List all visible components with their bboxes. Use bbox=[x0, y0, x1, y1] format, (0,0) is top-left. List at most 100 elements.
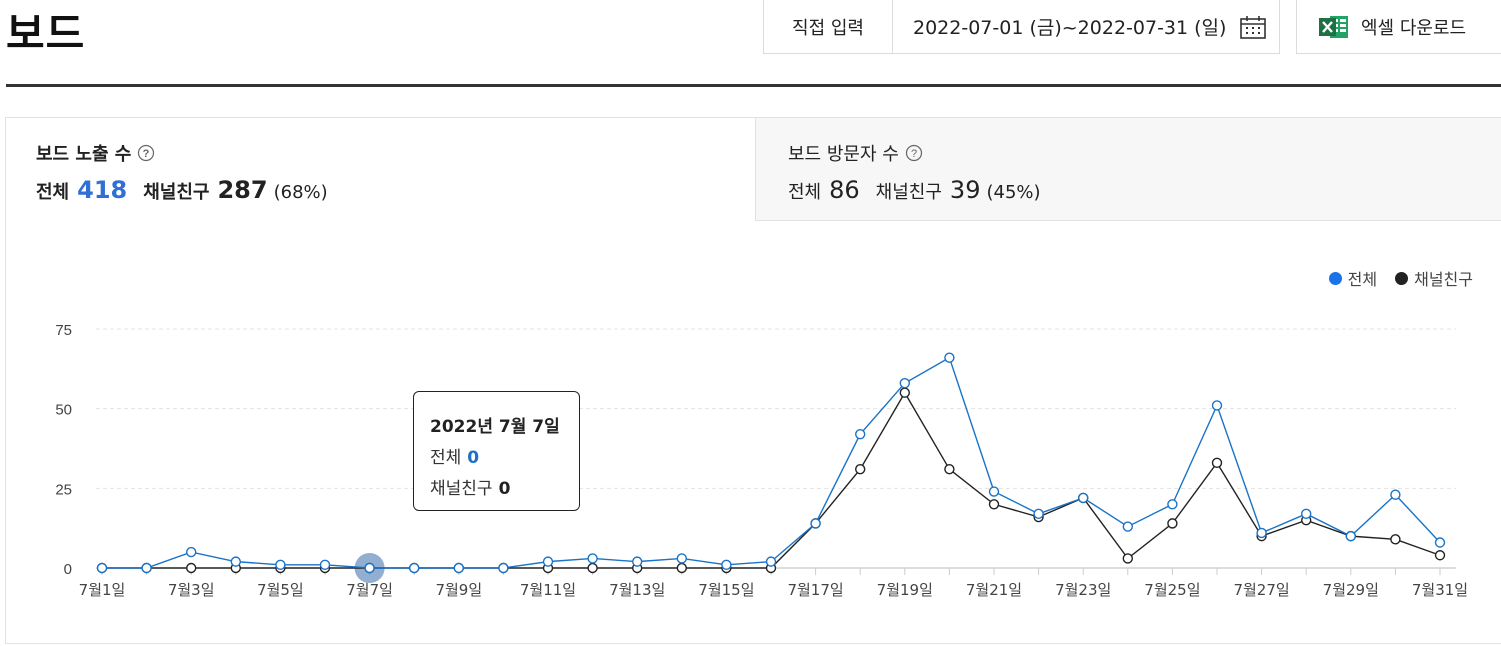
date-range-picker[interactable]: 2022-07-01 (금)~2022-07-31 (일) bbox=[893, 0, 1279, 53]
x-tick-label: 7월9일 bbox=[435, 581, 482, 599]
excel-download-label: 엑셀 다운로드 bbox=[1361, 17, 1467, 39]
exposure-friends-value: 287 bbox=[217, 176, 268, 204]
x-tick-label: 7월13일 bbox=[609, 581, 665, 599]
data-point-friends bbox=[676, 562, 687, 574]
data-point-total bbox=[1345, 530, 1357, 542]
data-point-friends bbox=[899, 387, 910, 398]
x-tick-label: 7월15일 bbox=[698, 581, 754, 599]
page-title: 보드 bbox=[6, 9, 86, 58]
legend-item-total[interactable]: 전체 bbox=[1328, 266, 1378, 290]
chart-tooltip: 2022년 7월 7일 전체 0 채널친구 0 bbox=[413, 391, 580, 511]
data-point-total bbox=[765, 556, 777, 567]
tooltip-friends-label: 채널친구 bbox=[430, 479, 493, 499]
data-point-friends bbox=[944, 464, 955, 475]
visitors-total-value: 86 bbox=[829, 176, 860, 204]
visitors-friends-value: 39 bbox=[949, 176, 981, 204]
data-point-total bbox=[498, 562, 509, 574]
data-point-total bbox=[1167, 499, 1178, 510]
x-tick-label: 7월29일 bbox=[1323, 581, 1379, 599]
legend-item-friends[interactable]: 채널친구 bbox=[1395, 266, 1473, 290]
x-tick-label: 7월25일 bbox=[1144, 581, 1200, 599]
tooltip-total-value: 0 bbox=[467, 448, 480, 468]
calendar-icon[interactable] bbox=[1240, 15, 1267, 39]
data-point-friends bbox=[1167, 518, 1178, 529]
visitors-total-label: 전체 bbox=[788, 182, 822, 203]
series-line-total bbox=[102, 356, 1441, 569]
visitors-title: 보드 방문자 수 ? bbox=[788, 140, 923, 166]
line-chart: 0 25 50 75 7월1일 7월3일 7월5일 7월7일 7월9일 7월11일 7월13일 7월1… bbox=[55, 322, 1468, 599]
data-point-total bbox=[855, 428, 866, 440]
x-tick-label: 7월27일 bbox=[1233, 581, 1289, 599]
data-point-total bbox=[1122, 521, 1134, 532]
data-point-friends bbox=[185, 562, 197, 574]
header-divider bbox=[6, 84, 1501, 87]
data-point-total bbox=[676, 553, 687, 564]
y-tick-label: 75 bbox=[55, 322, 72, 339]
data-point-friends bbox=[1122, 553, 1134, 564]
visitors-values: 전체 86 채널친구 39 (45%) bbox=[788, 176, 1041, 204]
stats-panel: 보드 노출 수 ? 전체 418 채널친구 287 (68%) 보드 방문자 수… bbox=[5, 117, 1501, 644]
svg-text:?: ? bbox=[911, 148, 917, 160]
legend-label-friends: 채널친구 bbox=[1414, 270, 1473, 289]
data-point-total bbox=[230, 556, 242, 567]
x-tick-label: 7월23일 bbox=[1055, 581, 1111, 599]
help-icon[interactable]: ? bbox=[905, 144, 923, 162]
data-point-total bbox=[810, 518, 821, 529]
data-point-total bbox=[1256, 527, 1267, 539]
exposure-friends-label: 채널친구 bbox=[143, 182, 210, 203]
y-tick-label: 25 bbox=[55, 481, 72, 498]
tooltip-friends-value: 0 bbox=[498, 479, 511, 499]
data-point-total bbox=[587, 553, 598, 564]
data-point-total bbox=[1033, 508, 1044, 520]
toolbar: 직접 입력 2022-07-01 (금)~2022-07-31 (일) bbox=[763, 0, 1501, 54]
date-range-text: 2022-07-01 (금)~2022-07-31 (일) bbox=[913, 17, 1227, 39]
data-point-total bbox=[1211, 400, 1223, 411]
data-point-total bbox=[364, 562, 375, 574]
visitors-friends-label: 채널친구 bbox=[875, 182, 942, 203]
data-point-friends bbox=[855, 464, 866, 475]
x-tick-label: 7월1일 bbox=[79, 581, 126, 599]
data-point-total bbox=[185, 546, 197, 558]
exposure-friends-percent: (68%) bbox=[273, 182, 328, 203]
exposure-title-text: 보드 노출 수 bbox=[36, 144, 132, 165]
data-point-total bbox=[721, 559, 732, 571]
tooltip-total-row: 전체 0 bbox=[430, 443, 579, 468]
data-point-total bbox=[988, 486, 1000, 497]
data-point-total bbox=[1077, 492, 1089, 504]
data-point-friends bbox=[1434, 550, 1446, 561]
exposure-values: 전체 418 채널친구 287 (68%) bbox=[36, 176, 328, 204]
x-tick-label: 7월5일 bbox=[257, 581, 304, 599]
help-icon[interactable]: ? bbox=[137, 144, 155, 162]
data-point-friends bbox=[587, 562, 598, 574]
series-line-friends bbox=[102, 391, 1441, 569]
legend-label-total: 전체 bbox=[1347, 270, 1378, 289]
excel-download-button[interactable]: 엑셀 다운로드 bbox=[1296, 0, 1501, 54]
x-tick-label: 7월3일 bbox=[168, 581, 215, 599]
y-tick-label: 50 bbox=[55, 402, 72, 419]
data-point-friends bbox=[1211, 457, 1223, 469]
visitors-title-text: 보드 방문자 수 bbox=[788, 144, 899, 165]
data-point-total bbox=[453, 562, 464, 574]
svg-text:?: ? bbox=[143, 148, 150, 160]
y-tick-label: 0 bbox=[64, 561, 72, 578]
tooltip-friends-row: 채널친구 0 bbox=[430, 474, 579, 499]
data-point-total bbox=[141, 562, 152, 574]
tab-board-exposure[interactable]: 보드 노출 수 ? 전체 418 채널친구 287 (68%) bbox=[6, 118, 755, 221]
legend-dot-total bbox=[1328, 271, 1342, 285]
chart-legend: 전체 채널친구 bbox=[1311, 266, 1473, 290]
data-point-friends bbox=[1390, 534, 1401, 545]
data-point-friends bbox=[988, 499, 1000, 510]
data-point-total bbox=[1300, 508, 1312, 520]
exposure-total-value: 418 bbox=[77, 176, 128, 204]
date-filter: 직접 입력 2022-07-01 (금)~2022-07-31 (일) bbox=[763, 0, 1280, 54]
tab-board-visitors[interactable]: 보드 방문자 수 ? 전체 86 채널친구 39 (45%) bbox=[755, 118, 1501, 221]
x-tick-label: 7월7일 bbox=[346, 581, 393, 599]
exposure-total-label: 전체 bbox=[36, 182, 70, 203]
data-point-total bbox=[542, 556, 554, 567]
exposure-title: 보드 노출 수 ? bbox=[36, 140, 155, 166]
direct-input-button[interactable]: 직접 입력 bbox=[764, 0, 893, 53]
excel-icon bbox=[1319, 14, 1349, 40]
tooltip-date: 2022년 7월 7일 bbox=[430, 417, 560, 437]
data-point-total bbox=[1390, 489, 1401, 500]
x-tick-label: 7월17일 bbox=[787, 581, 843, 599]
